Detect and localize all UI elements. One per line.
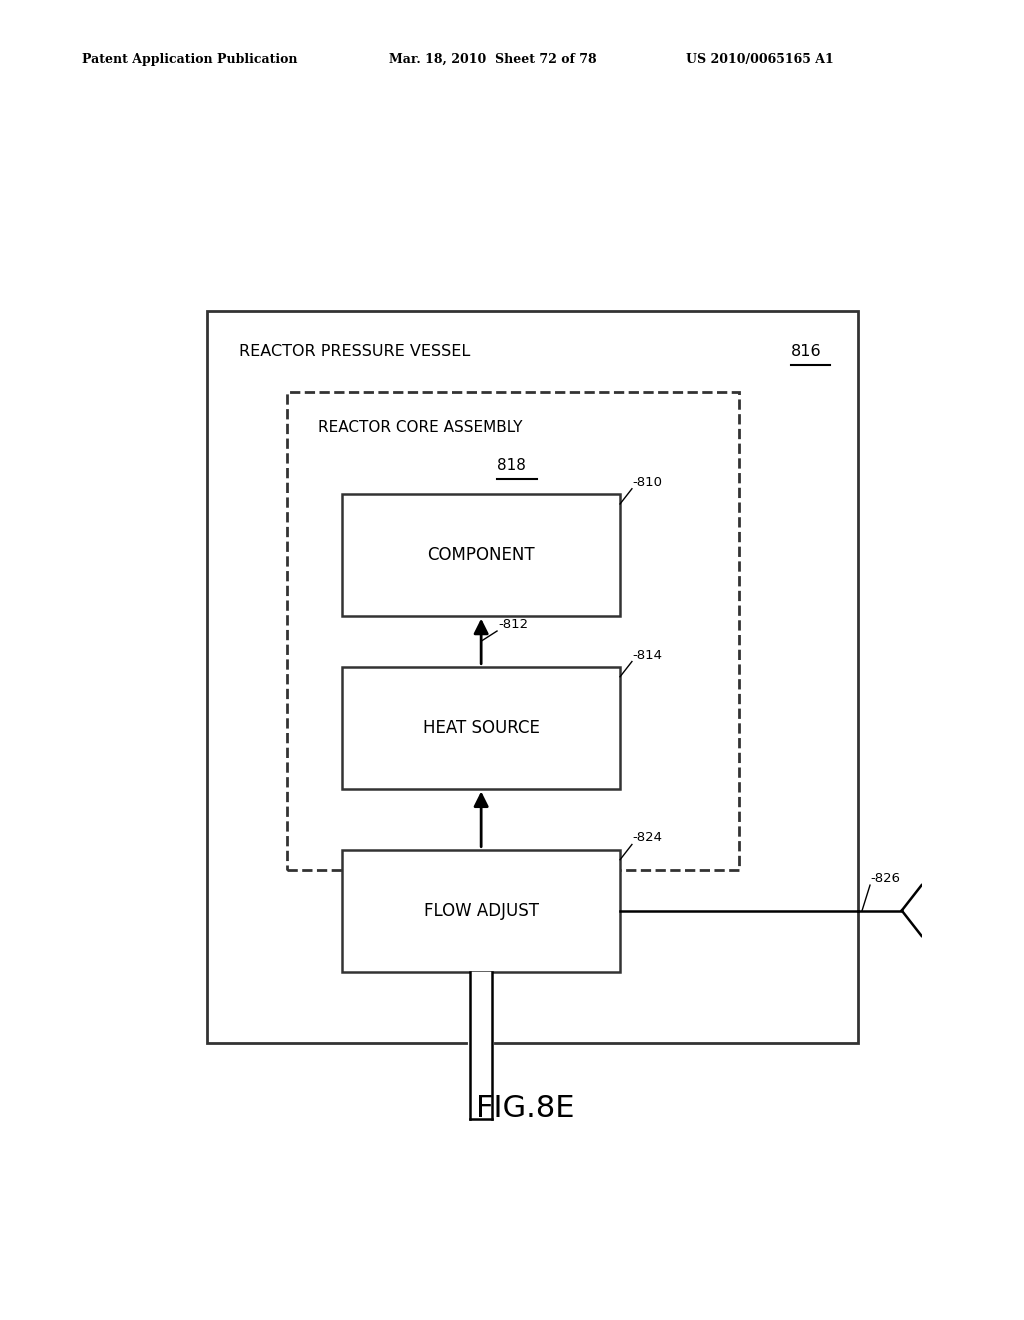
Bar: [207, 312, 858, 1043]
Text: REACTOR PRESSURE VESSEL: REACTOR PRESSURE VESSEL: [240, 345, 470, 359]
Bar: [470, 972, 493, 1119]
Text: -810: -810: [632, 475, 662, 488]
Bar: [342, 667, 621, 788]
Text: FIG.8E: FIG.8E: [475, 1094, 574, 1123]
Bar: [287, 392, 739, 870]
Text: -824: -824: [632, 832, 662, 845]
Text: REACTOR CORE ASSEMBLY: REACTOR CORE ASSEMBLY: [318, 420, 523, 436]
Text: Patent Application Publication: Patent Application Publication: [82, 53, 297, 66]
Text: -812: -812: [499, 618, 528, 631]
Bar: [342, 850, 621, 972]
Text: FLOW ADJUST: FLOW ADJUST: [424, 902, 539, 920]
Text: -826: -826: [870, 873, 900, 886]
Text: Mar. 18, 2010  Sheet 72 of 78: Mar. 18, 2010 Sheet 72 of 78: [389, 53, 597, 66]
Bar: [342, 494, 621, 615]
Text: 818: 818: [497, 458, 526, 473]
Text: HEAT SOURCE: HEAT SOURCE: [423, 718, 540, 737]
Text: 816: 816: [791, 345, 821, 359]
Text: COMPONENT: COMPONENT: [427, 545, 535, 564]
Text: US 2010/0065165 A1: US 2010/0065165 A1: [686, 53, 834, 66]
Text: -814: -814: [632, 648, 662, 661]
